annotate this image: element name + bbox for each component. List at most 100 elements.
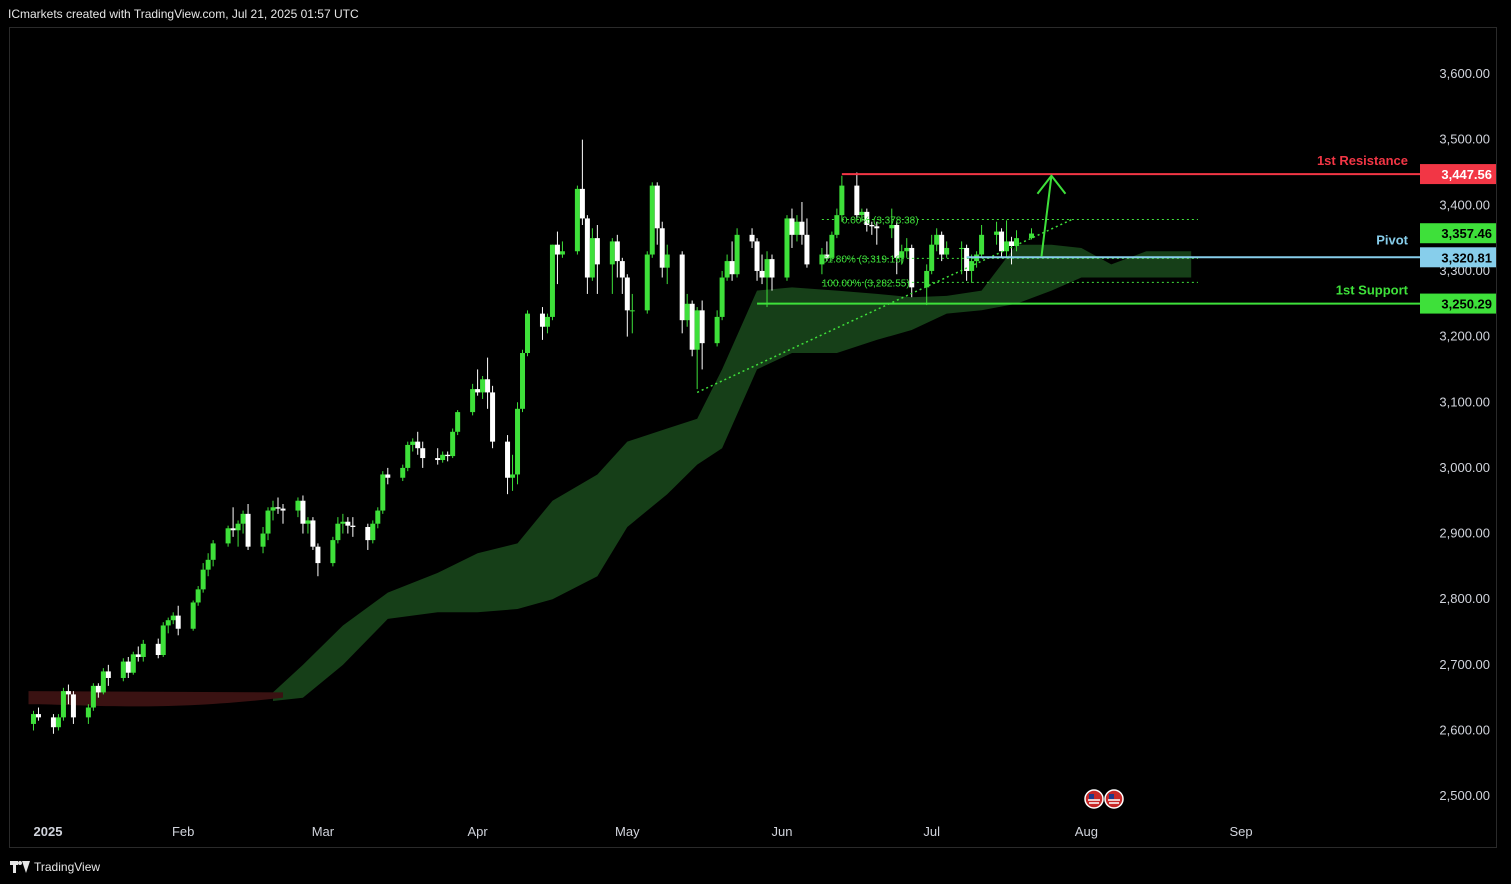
candle-body — [549, 244, 555, 317]
candle-body — [904, 247, 910, 252]
level-name-label: 1st Support — [1336, 283, 1409, 298]
candle-body — [654, 185, 660, 229]
candle-body — [240, 513, 246, 524]
candle-body — [909, 247, 915, 288]
candle-body — [405, 444, 411, 468]
candle-body — [135, 654, 141, 657]
candle-body — [440, 454, 446, 461]
candle-body — [235, 523, 241, 531]
tradingview-footer[interactable]: TradingView — [10, 858, 100, 876]
candle-body — [485, 379, 491, 393]
y-axis-tick-label: 3,100.00 — [1439, 394, 1490, 409]
candle-body — [829, 234, 835, 258]
y-axis-tick-label: 3,000.00 — [1439, 460, 1490, 475]
candle-body — [455, 412, 461, 432]
candle-body — [70, 694, 76, 718]
y-axis-tick-label: 2,700.00 — [1439, 657, 1490, 672]
candle-body — [225, 528, 231, 544]
candle-body — [574, 188, 580, 252]
price-chart[interactable]: 3,600.003,500.003,400.003,300.003,200.00… — [10, 28, 1496, 847]
candle-body — [420, 448, 426, 459]
candle-body — [649, 185, 655, 255]
candle-body — [804, 234, 810, 265]
candle-body — [375, 510, 381, 524]
projection-arrow-shaft — [1040, 175, 1053, 257]
level-name-label: Pivot — [1376, 232, 1408, 247]
candle-body — [50, 717, 56, 728]
candle-body — [964, 247, 970, 271]
candle-body — [999, 231, 1005, 252]
candle-body — [470, 389, 476, 413]
candle-body — [994, 231, 1000, 235]
candle-body — [230, 528, 236, 531]
fibonacci-level-label: 0.00% (3,378.38) — [842, 215, 919, 226]
candle-body — [724, 261, 730, 278]
y-axis-tick-label: 2,800.00 — [1439, 591, 1490, 606]
candle-body — [505, 441, 511, 478]
tradingview-brand: TradingView — [34, 860, 101, 874]
y-axis-tick-label: 2,500.00 — [1439, 788, 1490, 803]
candle-body — [260, 533, 266, 547]
ascending-trendline — [696, 219, 1072, 394]
candle-body — [105, 671, 111, 678]
candle-body — [664, 254, 670, 268]
candle-body — [200, 569, 206, 590]
candle-body — [1004, 241, 1010, 252]
ichimoku-cloud-bullish — [273, 244, 1192, 701]
candle-body — [874, 226, 880, 229]
us-flag-canton — [1089, 794, 1094, 799]
price-tag-1st-support — [1420, 293, 1496, 314]
candle-body — [699, 310, 705, 344]
candle-body — [130, 654, 136, 673]
candle-body — [559, 251, 565, 255]
candle-body — [784, 218, 790, 278]
candle-body — [554, 244, 560, 255]
y-axis-tick-label: 3,200.00 — [1439, 329, 1490, 344]
candle-body — [310, 520, 316, 547]
candle-body — [944, 247, 950, 255]
candle-body — [270, 507, 276, 511]
candle-body — [210, 543, 216, 560]
candle-body — [899, 251, 905, 258]
candle-body — [679, 254, 685, 321]
candle-body — [350, 525, 356, 527]
candle-body — [30, 714, 36, 724]
candle-body — [480, 379, 486, 393]
candle-body — [410, 441, 416, 445]
candle-body — [335, 523, 341, 541]
candle-body — [305, 520, 311, 524]
candle-body — [589, 238, 595, 278]
candle-body — [65, 691, 71, 695]
x-axis-label: Aug — [1075, 824, 1098, 839]
candle-body — [644, 254, 650, 311]
price-tag-1st-resistance — [1420, 164, 1496, 185]
candle-body — [365, 526, 371, 541]
candle-body — [295, 500, 301, 511]
price-tag-pivot — [1420, 247, 1496, 268]
candle-body — [719, 277, 725, 317]
candle-body — [100, 671, 106, 693]
candle-body — [759, 270, 765, 278]
price-tag-value: 3,250.29 — [1441, 297, 1492, 312]
candle-body — [939, 234, 945, 255]
candle-body — [764, 259, 770, 278]
candle-body — [769, 259, 775, 278]
candle-body — [584, 218, 590, 278]
candle-body — [85, 707, 91, 718]
candle-body — [714, 316, 720, 344]
candle-body — [345, 521, 351, 526]
candle-body — [799, 221, 805, 235]
candle-body — [275, 507, 281, 509]
chart-panel[interactable]: 3,600.00 3,500.00 3,400.00 3,300.00 3,200.00… — [9, 27, 1497, 848]
candle-body — [330, 540, 336, 564]
candle-body — [170, 615, 176, 621]
candle-body — [959, 247, 965, 249]
price-tag-value: 3,320.81 — [1441, 250, 1492, 265]
candle-body — [1028, 233, 1034, 239]
candle-body — [400, 467, 406, 478]
price-tag-value: 3,447.56 — [1441, 167, 1492, 182]
candle-body — [889, 224, 895, 229]
candle-body — [609, 241, 615, 265]
candle-body — [614, 241, 620, 262]
x-axis-label: Apr — [467, 824, 488, 839]
